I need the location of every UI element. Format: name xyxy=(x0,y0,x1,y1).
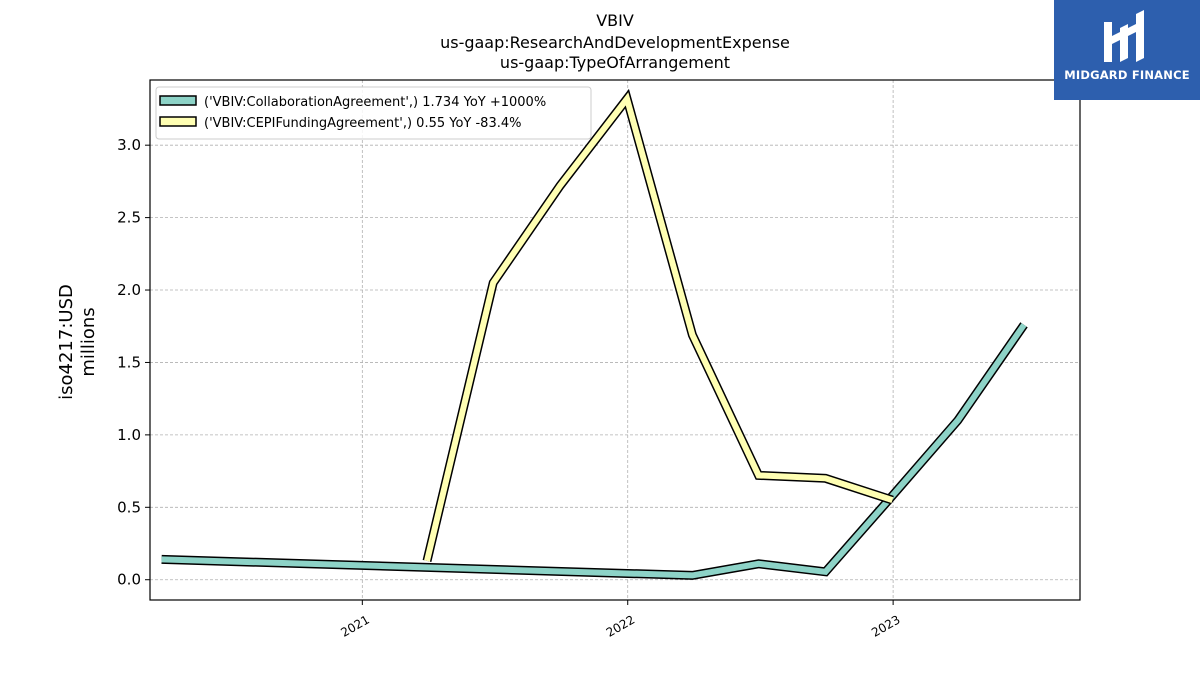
grid-lines xyxy=(150,80,1080,600)
chart-title: VBIV xyxy=(596,11,634,30)
legend-box xyxy=(155,86,592,140)
y-tick-label: 2.0 xyxy=(117,281,141,299)
legend-swatch xyxy=(159,116,197,127)
legend-swatch xyxy=(159,95,197,106)
axis-ticks: 0.0 0.5 1.0 1.5 2.0 2.5 3.0 2021 2022 2023 xyxy=(117,136,902,640)
company-logo: MIDGARD FINANCE xyxy=(1054,0,1200,100)
legend: ('VBIV:CollaborationAgreement',) 1.734 Y… xyxy=(155,86,592,140)
y-tick-label: 0.5 xyxy=(117,498,141,516)
series-outline xyxy=(422,88,894,562)
x-tick-label: 2022 xyxy=(604,612,637,639)
x-tick-label: 2021 xyxy=(338,612,371,639)
legend-label: ('VBIV:CollaborationAgreement',) 1.734 Y… xyxy=(204,95,546,110)
logo-text: MIDGARD FINANCE xyxy=(1064,68,1190,82)
y-tick-label: 2.5 xyxy=(117,209,141,227)
logo-mark-icon xyxy=(1104,10,1144,62)
y-tick-label: 0.0 xyxy=(117,571,141,589)
y-tick-label: 1.0 xyxy=(117,426,141,444)
chart-subtitle-axis: us-gaap:TypeOfArrangement xyxy=(499,53,731,72)
y-tick-label: 3.0 xyxy=(117,136,141,154)
series-line xyxy=(424,92,894,562)
plot-frame xyxy=(149,79,1081,601)
series-lines xyxy=(161,88,1028,580)
legend-label: ('VBIV:CEPIFundingAgreement',) 0.55 YoY … xyxy=(204,116,521,131)
y-tick-label: 1.5 xyxy=(117,353,141,371)
x-tick-label: 2023 xyxy=(869,612,902,639)
chart-subtitle-concept: us-gaap:ResearchAndDevelopmentExpense xyxy=(440,33,790,52)
